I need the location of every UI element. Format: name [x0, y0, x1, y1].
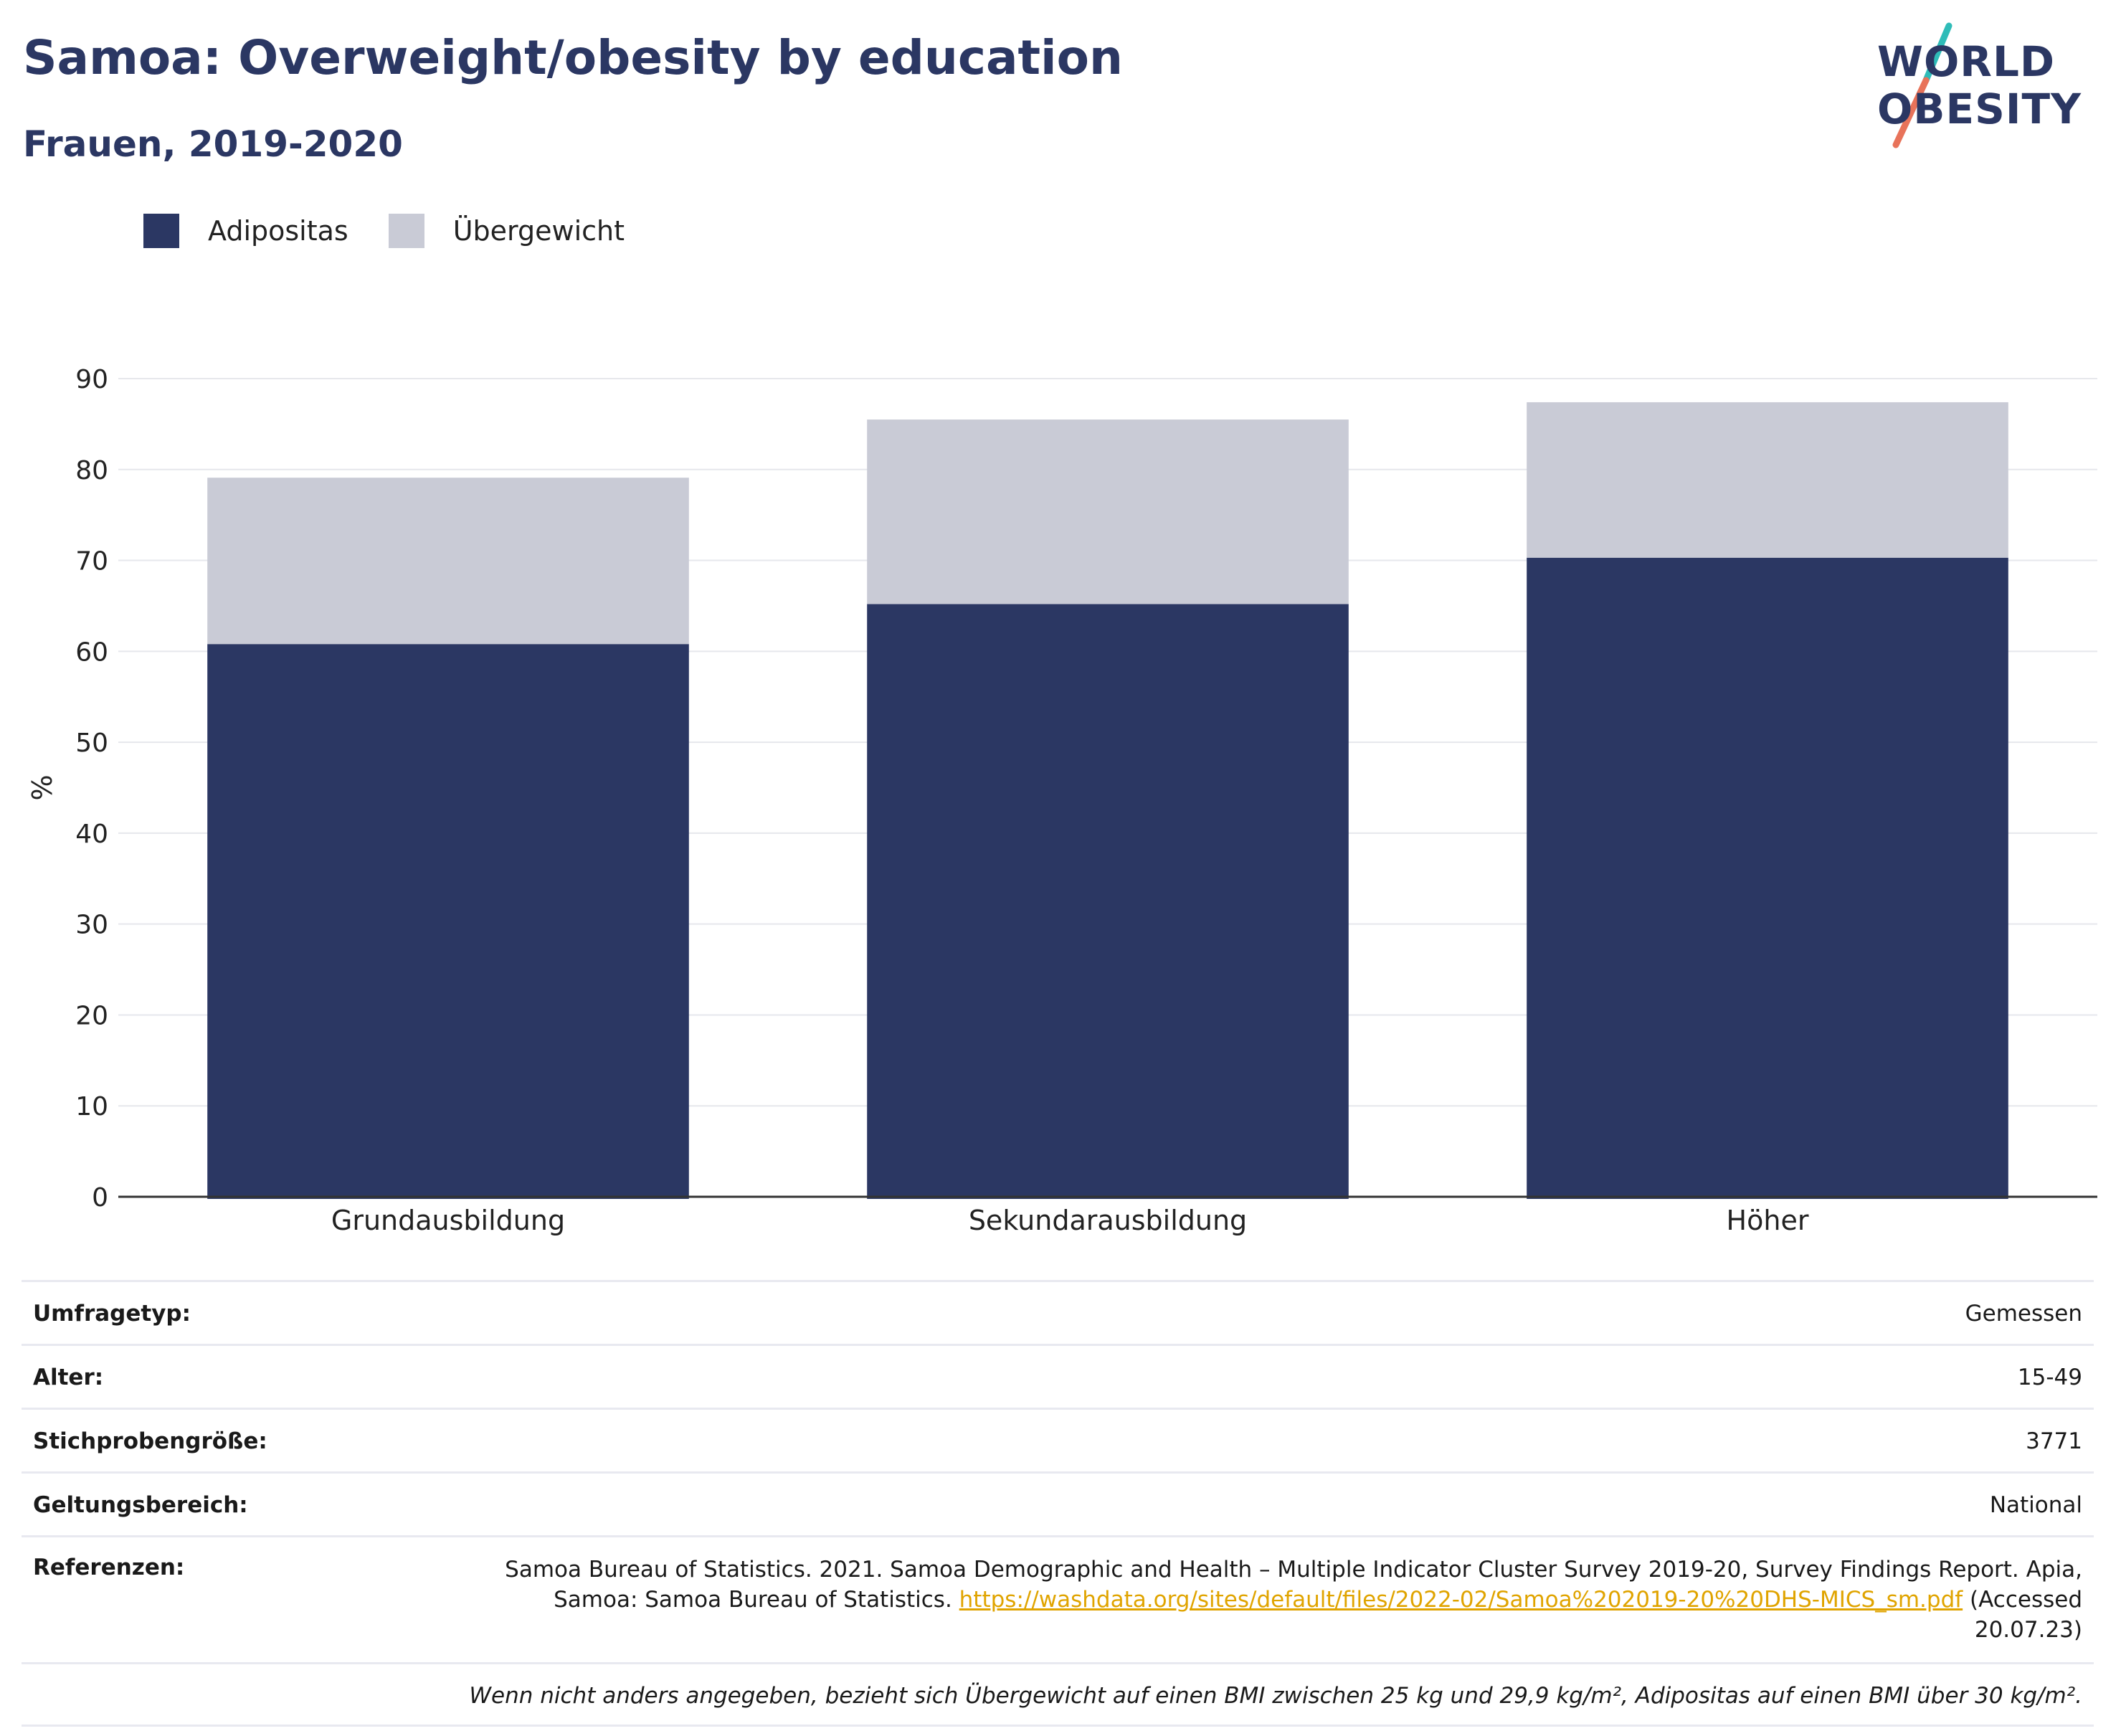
info-label: Alter:: [33, 1365, 104, 1390]
info-row-references: Referenzen: Samoa Bureau of Statistics. …: [22, 1535, 2094, 1662]
info-row-scope: Geltungsbereich: National: [22, 1471, 2094, 1535]
y-tick-label: 0: [92, 1183, 108, 1213]
world-obesity-logo: WORLD OBESITY: [1864, 22, 2101, 151]
y-tick-label: 20: [75, 1001, 108, 1030]
reference-text-after: (Accessed 20.07.23): [1963, 1587, 2082, 1643]
chart-legend: Adipositas Übergewicht: [143, 214, 665, 248]
x-tick-label: Höher: [1727, 1205, 1809, 1236]
chart-title: Samoa: Overweight/obesity by education: [23, 30, 1123, 85]
info-row-survey-type: Umfragetyp: Gemessen: [22, 1280, 2094, 1344]
bar-obesity: [867, 604, 1349, 1199]
chart-subtitle: Frauen, 2019-2020: [23, 123, 403, 165]
reference-link[interactable]: https://washdata.org/sites/default/files…: [959, 1587, 1963, 1613]
logo-text-obesity: OBESITY: [1877, 85, 2082, 133]
bar-overweight: [867, 419, 1349, 604]
info-value: Gemessen: [1965, 1301, 2082, 1327]
reference-text: Samoa Bureau of Statistics. 2021. Samoa …: [476, 1555, 2082, 1645]
stacked-bar-chart: 0 10 20 30 40 50 60 70 80 90 Grundausbildung Sekund…: [27, 365, 2097, 1236]
y-tick-label: 60: [75, 637, 108, 667]
info-label: Referenzen:: [33, 1555, 185, 1580]
survey-info-table: Umfragetyp: Gemessen Alter: 15-49 Stichp…: [22, 1280, 2094, 1727]
reference-text-before: Samoa Bureau of Statistics. 2021. Samoa …: [505, 1557, 2082, 1613]
info-value: National: [1989, 1492, 2082, 1518]
info-label: Stichprobengröße:: [33, 1428, 267, 1454]
definition-note: Wenn nicht anders angegeben, bezieht sic…: [22, 1662, 2094, 1727]
bar-overweight: [207, 478, 689, 645]
info-row-sample-size: Stichprobengröße: 3771: [22, 1408, 2094, 1471]
info-row-age: Alter: 15-49: [22, 1344, 2094, 1408]
x-tick-label: Sekundarausbildung: [969, 1205, 1247, 1236]
legend-swatch-obesity: [143, 214, 179, 248]
y-axis-label: %: [27, 774, 58, 800]
legend-label-obesity: Adipositas: [208, 215, 348, 247]
y-tick-label: 10: [75, 1092, 108, 1121]
x-tick-label: Grundausbildung: [331, 1205, 565, 1236]
bar-overweight: [1527, 402, 2008, 558]
y-tick-label: 50: [75, 729, 108, 758]
y-tick-label: 70: [75, 547, 108, 577]
info-label: Umfragetyp:: [33, 1301, 191, 1327]
legend-item-obesity[interactable]: Adipositas: [143, 214, 348, 248]
y-tick-label: 40: [75, 820, 108, 849]
info-value: 15-49: [2017, 1365, 2082, 1390]
y-tick-label: 30: [75, 911, 108, 940]
info-label: Geltungsbereich:: [33, 1492, 248, 1518]
y-tick-label: 90: [75, 365, 108, 394]
logo-text-world: WORLD: [1877, 37, 2056, 86]
info-value: 3771: [2026, 1428, 2082, 1454]
legend-label-overweight: Übergewicht: [452, 215, 625, 247]
legend-swatch-overweight: [388, 214, 424, 248]
bar-obesity: [207, 644, 689, 1199]
bar-obesity: [1527, 557, 2008, 1199]
y-tick-label: 80: [75, 456, 108, 485]
legend-item-overweight[interactable]: Übergewicht: [388, 214, 625, 248]
logo-slash-icon: [1892, 22, 1952, 148]
